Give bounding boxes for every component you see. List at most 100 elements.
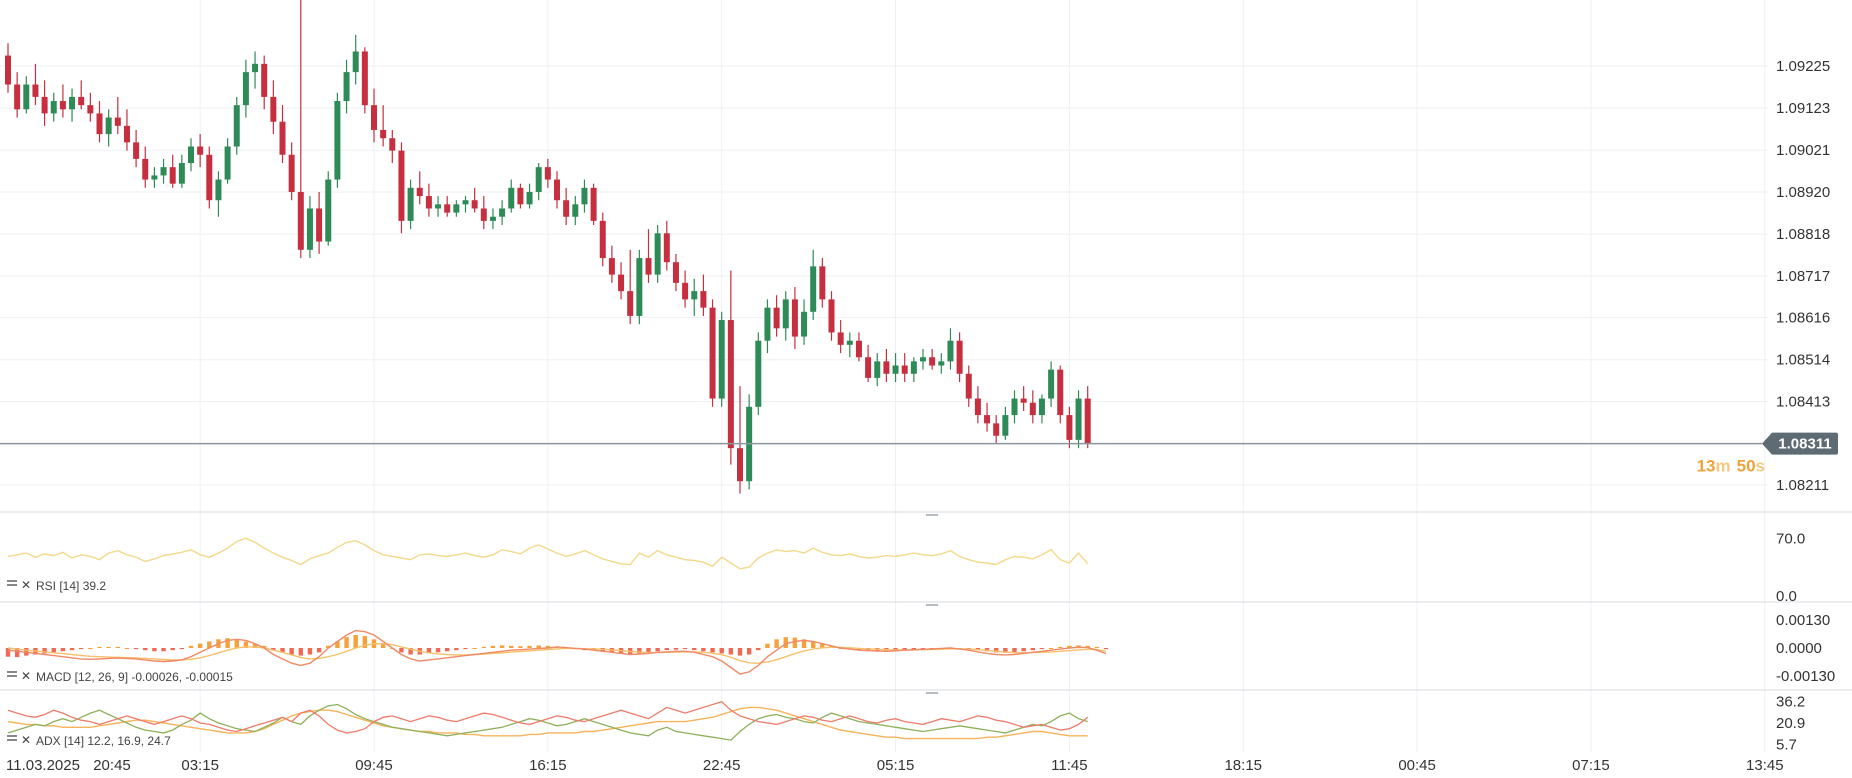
macd-histogram-bar	[545, 645, 551, 648]
candle-up	[801, 311, 808, 337]
rsi-legend[interactable]: ✕ RSI [14] 39.2	[7, 578, 106, 593]
macd-histogram-bar	[106, 646, 111, 648]
rsi-line	[7, 537, 1089, 570]
candle-up	[526, 191, 533, 205]
time-tick-label: 20:45	[93, 757, 131, 774]
candle-down	[371, 105, 377, 130]
macd-histogram-bar	[509, 645, 514, 648]
macd-histogram-bar	[692, 648, 697, 651]
macd-histogram-bar	[188, 645, 194, 648]
macd-histogram-bar	[316, 648, 322, 653]
candle-down	[773, 307, 780, 329]
macd-histogram-bar	[1021, 648, 1026, 652]
candle-down	[608, 258, 615, 275]
candle-up	[874, 361, 881, 378]
price-tick-label: 1.08818	[1776, 226, 1830, 243]
adx-label: ADX [14] 12.2, 16.9, 24.7	[36, 734, 171, 748]
candle-down	[1066, 415, 1073, 440]
macd-histogram-bar	[499, 645, 505, 648]
candle-up	[50, 101, 57, 114]
candle-down	[956, 340, 963, 374]
candle-up	[188, 146, 194, 164]
candle-down	[965, 373, 972, 399]
candle-down	[993, 423, 1000, 436]
plus-di-line	[7, 703, 1088, 741]
macd-histogram-bar	[701, 648, 706, 652]
macd-histogram-bar	[1094, 646, 1100, 648]
price-tick-label: 1.08413	[1776, 393, 1830, 410]
rsi-close-icon[interactable]: ✕	[21, 578, 31, 592]
macd-histogram-bar	[207, 641, 212, 648]
macd-histogram-bar	[664, 648, 669, 651]
candle-down	[929, 357, 936, 366]
candle-up	[69, 96, 76, 110]
macd-menu-icon[interactable]	[7, 671, 17, 673]
time-axis: 11.03.2025 20:45 03:15 09:45 16:15 22:45 05:15…	[6, 757, 1784, 774]
macd-histogram-bar	[746, 648, 752, 655]
macd-histogram-bar	[774, 639, 779, 648]
macd-histogram-bar	[326, 645, 331, 648]
candle-up	[306, 208, 313, 250]
price-tick-label: 1.08616	[1776, 310, 1830, 327]
candle-up	[1002, 415, 1009, 436]
candle-up	[105, 117, 112, 135]
adx-menu-icon[interactable]	[7, 735, 17, 737]
candle-down	[618, 274, 625, 292]
price-tick-label: 1.08920	[1776, 184, 1830, 201]
macd-histogram-bar	[79, 648, 84, 650]
rsi-tick-label: 70.0	[1776, 530, 1805, 547]
rsi-menu-icon-bar	[7, 584, 17, 586]
macd-histogram-bar	[252, 643, 258, 648]
macd-histogram-bar	[1103, 648, 1109, 650]
candle-down	[1020, 398, 1027, 403]
rsi-menu-icon[interactable]	[7, 580, 17, 582]
candle-up	[160, 167, 167, 176]
time-tick-label: 07:15	[1572, 757, 1610, 774]
macd-histogram-bar	[536, 645, 541, 648]
macd-close-icon[interactable]: ✕	[21, 669, 31, 683]
candle-down	[416, 187, 423, 197]
macd-histogram-bar	[820, 643, 825, 648]
macd-histogram-bar	[243, 641, 249, 648]
candle-down	[855, 340, 862, 358]
candle-up	[938, 361, 945, 366]
adx-panel: 36.2 20.9 5.7	[7, 693, 1805, 754]
adx-close-icon[interactable]: ✕	[21, 733, 31, 747]
candle-down	[444, 204, 451, 213]
candle-down	[837, 332, 844, 345]
macd-histogram-bar	[1003, 648, 1008, 653]
macd-panel: 0.00130 0.0000 -0.00130	[5, 612, 1835, 685]
macd-histogram-bar	[42, 648, 47, 654]
price-tick-label: 1.08211	[1776, 477, 1829, 494]
macd-histogram-bar	[994, 648, 999, 653]
macd-histogram-bar	[756, 648, 761, 651]
macd-histogram-bar	[289, 648, 294, 655]
candle-down	[398, 150, 405, 221]
candle-down	[901, 365, 908, 374]
candle-up	[233, 105, 240, 147]
candle-up	[325, 179, 332, 242]
macd-histogram-bar	[51, 648, 56, 653]
macd-histogram-bar	[152, 648, 157, 652]
candle-down	[114, 117, 121, 126]
candle-down	[361, 51, 368, 106]
candle-up	[453, 204, 460, 213]
rsi-panel: 70.0 0.0	[7, 530, 1805, 605]
candle-down	[682, 282, 689, 300]
macd-histogram-bar	[1039, 648, 1045, 650]
macd-histogram-bar	[463, 648, 468, 650]
current-price-badge: 1.08311	[1762, 432, 1838, 455]
candle-down	[517, 187, 524, 205]
candle-down	[709, 307, 716, 399]
candle-up	[499, 208, 506, 217]
candle-down	[142, 158, 149, 180]
time-tick-label: 03:15	[181, 757, 219, 774]
candle-up	[718, 320, 725, 399]
candle-down	[599, 220, 606, 259]
panel-separators[interactable]	[0, 511, 1852, 694]
macd-legend[interactable]: ✕ MACD [12, 26, 9] -0.00026, -0.00015	[7, 669, 233, 684]
adx-legend[interactable]: ✕ ADX [14] 12.2, 16.9, 24.7	[7, 733, 171, 748]
candle-down	[828, 299, 835, 333]
